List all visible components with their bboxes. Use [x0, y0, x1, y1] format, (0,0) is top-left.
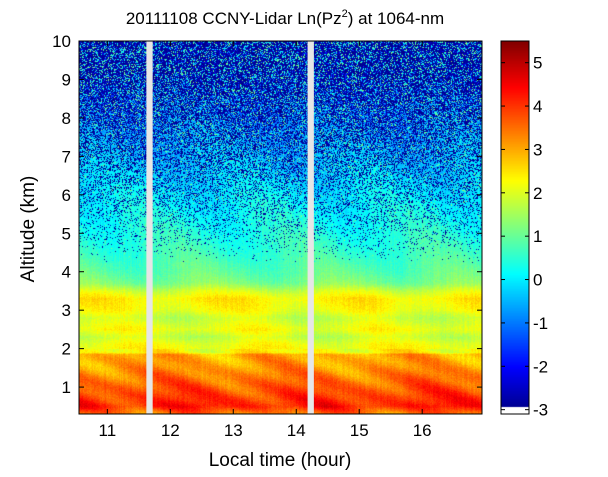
colorbar-frame	[500, 40, 530, 415]
chart-title-prefix: 20111108 CCNY-Lidar Ln(Pz	[126, 9, 342, 28]
chart-title: 20111108 CCNY-Lidar Ln(Pz2) at 1064-nm	[126, 8, 444, 28]
colorbar-tick-label--3: -3	[533, 401, 548, 420]
chart-title-suffix: ) at 1064-nm	[348, 9, 444, 28]
colorbar-tick-label-3: 3	[533, 140, 542, 159]
data-gap-2	[307, 41, 314, 414]
plot-frame	[78, 40, 483, 415]
colorbar-gradient	[501, 41, 529, 414]
colorbar-tick-label-5: 5	[533, 54, 542, 73]
y-tick-label-2: 2	[62, 340, 71, 359]
colorbar-tick-label--2: -2	[533, 357, 548, 376]
y-tick-label-1: 1	[62, 378, 71, 397]
x-tick-label-15: 15	[350, 421, 369, 440]
colorbar-tick-label-4: 4	[533, 97, 542, 116]
y-axis-label: Altitude (km)	[18, 176, 39, 283]
y-tick-label-3: 3	[62, 301, 71, 320]
y-tick-label-9: 9	[62, 70, 71, 89]
x-tick-label-14: 14	[287, 421, 306, 440]
x-tick-label-13: 13	[224, 421, 243, 440]
data-gap-1	[146, 41, 153, 414]
colorbar-tick-label-0: 0	[533, 271, 542, 290]
heatmap-raster	[79, 41, 482, 414]
colorbar-tick-label-2: 2	[533, 184, 542, 203]
x-tick-label-12: 12	[161, 421, 180, 440]
y-tick-label-8: 8	[62, 109, 71, 128]
x-axis-label: Local time (hour)	[209, 450, 352, 471]
y-tick-label-5: 5	[62, 224, 71, 243]
chart-title-superscript: 2	[342, 8, 348, 20]
colorbar-tick-label--1: -1	[533, 314, 548, 333]
y-tick-label-6: 6	[62, 186, 71, 205]
y-tick-label-7: 7	[62, 147, 71, 166]
x-tick-label-11: 11	[99, 421, 117, 440]
y-tick-label-10: 10	[52, 32, 71, 51]
colorbar-tick-label-1: 1	[533, 227, 542, 246]
y-tick-label-4: 4	[62, 263, 71, 282]
x-tick-label-16: 16	[413, 421, 432, 440]
